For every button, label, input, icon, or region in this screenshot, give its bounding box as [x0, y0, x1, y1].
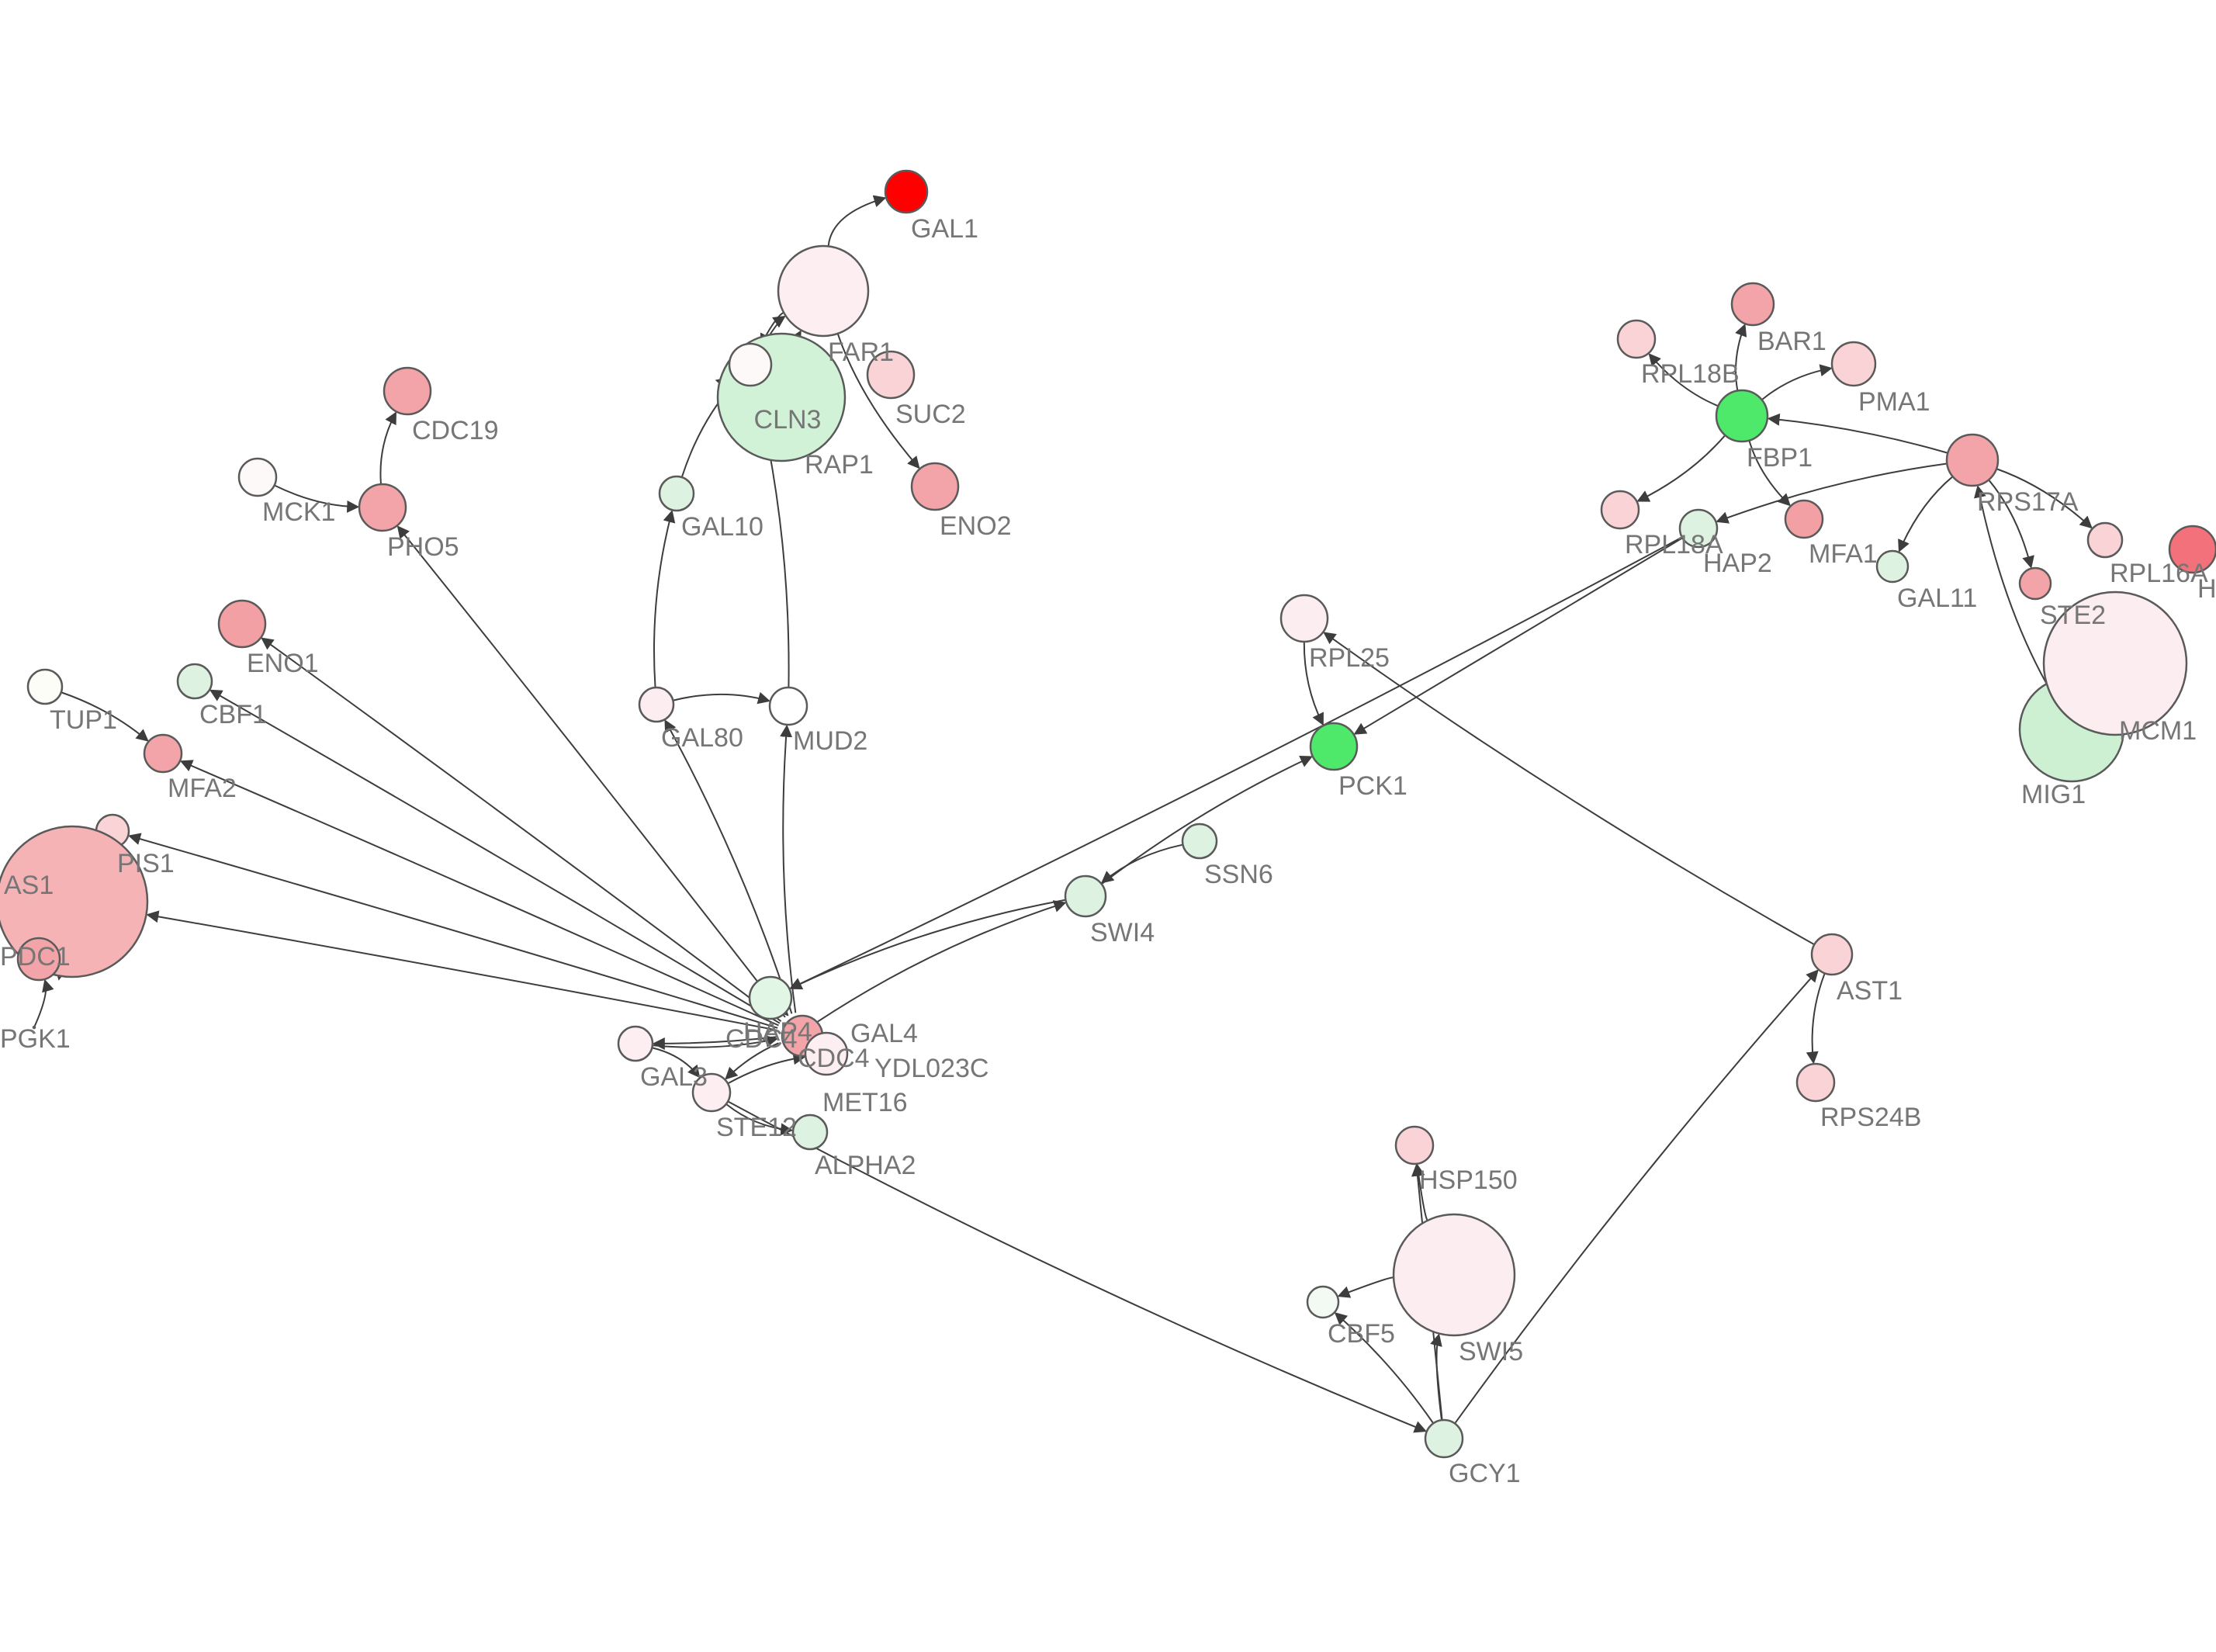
svg-text:GAL10: GAL10 — [681, 512, 763, 542]
svg-text:TUP1: TUP1 — [50, 705, 117, 735]
svg-text:SWI4: SWI4 — [1090, 918, 1155, 947]
svg-text:RPL18A: RPL18A — [1625, 530, 1723, 559]
svg-text:ENO2: ENO2 — [940, 511, 1012, 541]
svg-text:GAL3: GAL3 — [640, 1062, 708, 1092]
svg-text:ALPHA2: ALPHA2 — [815, 1151, 916, 1180]
svg-text:MUD2: MUD2 — [793, 726, 867, 756]
svg-text:FBP1: FBP1 — [1747, 443, 1813, 473]
svg-text:CLN3: CLN3 — [754, 405, 822, 435]
svg-text:RPL25: RPL25 — [1309, 643, 1390, 673]
svg-text:RPL18B: RPL18B — [1641, 359, 1740, 389]
svg-text:SSN6: SSN6 — [1204, 860, 1273, 889]
svg-text:CDC19: CDC19 — [412, 416, 498, 445]
svg-text:PDC1: PDC1 — [0, 942, 71, 971]
svg-text:PGK1: PGK1 — [0, 1024, 71, 1054]
svg-text:RPS17A: RPS17A — [1977, 487, 2079, 517]
svg-text:RAP1: RAP1 — [805, 450, 874, 480]
svg-text:PMA1: PMA1 — [1858, 387, 1930, 417]
svg-text:PCK1: PCK1 — [1338, 771, 1408, 801]
svg-text:AS1: AS1 — [4, 871, 54, 900]
svg-text:GAL80: GAL80 — [661, 723, 743, 753]
svg-text:CBF5: CBF5 — [1328, 1319, 1395, 1349]
svg-text:PHO5: PHO5 — [387, 532, 459, 562]
svg-text:MFA2: MFA2 — [168, 774, 237, 803]
svg-text:MET16: MET16 — [822, 1088, 908, 1117]
svg-text:STE12: STE12 — [716, 1113, 797, 1142]
svg-text:RPS24B: RPS24B — [1820, 1103, 1921, 1132]
svg-text:BAR1: BAR1 — [1757, 327, 1826, 356]
svg-text:CDC4: CDC4 — [725, 1024, 798, 1054]
svg-text:ENO1: ENO1 — [247, 649, 319, 678]
svg-text:GAL4: GAL4 — [850, 1019, 918, 1048]
svg-text:SWI5: SWI5 — [1459, 1337, 1523, 1366]
svg-text:MCM1: MCM1 — [2119, 716, 2197, 746]
svg-text:FAR1: FAR1 — [828, 338, 894, 367]
svg-text:SUC2: SUC2 — [895, 400, 966, 429]
svg-text:GAL11: GAL11 — [1897, 584, 1977, 613]
svg-text:HIS4: HIS4 — [2197, 574, 2216, 604]
svg-text:MCK1: MCK1 — [262, 497, 335, 527]
svg-text:AST1: AST1 — [1837, 976, 1903, 1006]
svg-text:RPL16A: RPL16A — [2110, 559, 2208, 588]
svg-text:YDL023C: YDL023C — [874, 1054, 989, 1083]
svg-text:GCY1: GCY1 — [1449, 1459, 1521, 1488]
svg-text:GAL1: GAL1 — [911, 214, 978, 244]
svg-text:MIG1: MIG1 — [2021, 780, 2086, 809]
svg-text:PIS1: PIS1 — [117, 849, 175, 878]
svg-text:CBF1: CBF1 — [199, 700, 267, 729]
svg-text:STE2: STE2 — [2040, 601, 2106, 630]
svg-text:HSP150: HSP150 — [1419, 1165, 1518, 1195]
svg-text:MFA1: MFA1 — [1809, 539, 1878, 569]
